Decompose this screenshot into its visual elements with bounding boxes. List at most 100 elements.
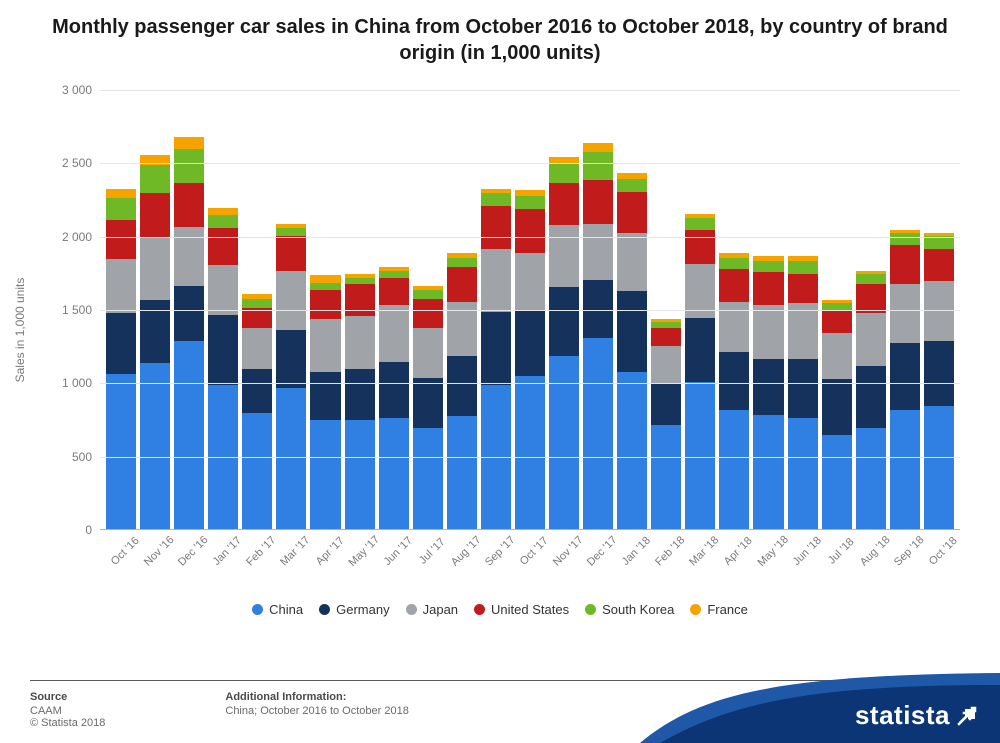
bar-segment <box>379 271 409 278</box>
bar-segment <box>617 372 647 529</box>
bar-segment <box>515 209 545 253</box>
grid-line <box>100 457 960 458</box>
y-tick-label: 2 000 <box>62 230 92 244</box>
x-tick-label: Aug '18 <box>858 534 893 569</box>
brand-logo: statista <box>855 700 978 731</box>
legend-label: China <box>269 602 303 617</box>
bar-segment <box>651 346 681 384</box>
bar-segment <box>447 416 477 529</box>
x-tick-label: Sep '17 <box>483 534 518 569</box>
bar-segment <box>685 318 715 383</box>
bar-segment <box>208 315 238 385</box>
bar-segment <box>106 313 136 373</box>
x-tick-label: Aug '17 <box>449 534 484 569</box>
copyright: © Statista 2018 <box>30 717 105 729</box>
y-axis-label: Sales in 1,000 units <box>13 278 27 383</box>
bar-segment <box>310 372 340 420</box>
x-tick-label: Oct '16 <box>109 535 142 568</box>
bar-segment <box>310 283 340 290</box>
bar-segment <box>242 328 272 369</box>
legend-label: Germany <box>336 602 389 617</box>
bar-segment <box>549 183 579 226</box>
bar-segment <box>447 267 477 302</box>
bar-segment <box>310 319 340 372</box>
bar-segment <box>753 359 783 415</box>
bar-segment <box>174 341 204 529</box>
bar-segment <box>788 261 818 274</box>
additional-label: Additional Information: <box>225 691 408 703</box>
legend-swatch <box>474 604 485 615</box>
bar-segment <box>242 369 272 413</box>
bar-segment <box>856 428 886 529</box>
bar-segment <box>924 406 954 529</box>
bar-segment <box>924 236 954 249</box>
y-tick-label: 3 000 <box>62 83 92 97</box>
bar-segment <box>413 290 443 299</box>
legend: ChinaGermanyJapanUnited StatesSouth Kore… <box>0 602 1000 618</box>
x-tick-label: Apr '18 <box>722 535 755 568</box>
chart-title: Monthly passenger car sales in China fro… <box>0 0 1000 70</box>
legend-swatch <box>585 604 596 615</box>
bar-segment <box>447 258 477 267</box>
bar-segment <box>379 305 409 362</box>
bar-segment <box>617 291 647 372</box>
bar-segment <box>549 225 579 287</box>
bar-segment <box>788 359 818 418</box>
bar-segment <box>208 228 238 265</box>
bar-segment <box>140 193 170 237</box>
bar-segment <box>753 415 783 529</box>
legend-item: Germany <box>319 602 389 617</box>
bar-segment <box>549 287 579 356</box>
bar-segment <box>583 180 613 224</box>
bar-segment <box>515 376 545 529</box>
x-tick-label: Jan '18 <box>620 535 653 568</box>
legend-item: United States <box>474 602 569 617</box>
brand-wave: statista <box>640 663 1000 743</box>
bar-segment <box>924 341 954 406</box>
bar-segment <box>174 137 204 149</box>
source-value: CAAM <box>30 705 105 717</box>
bar-segment <box>617 233 647 292</box>
bar-segment <box>549 356 579 529</box>
bar-segment <box>310 420 340 529</box>
bar-segment <box>276 330 306 389</box>
x-tick-label: Nov '17 <box>551 534 586 569</box>
legend-swatch <box>690 604 701 615</box>
bar-segment <box>753 261 783 273</box>
x-tick-label: Jul '18 <box>826 536 857 567</box>
bar-segment <box>583 152 613 180</box>
bar-segment <box>345 369 375 420</box>
grid-line <box>100 90 960 91</box>
brand-arrow-icon <box>956 705 978 727</box>
bar-segment <box>276 388 306 529</box>
bar-segment <box>379 278 409 304</box>
x-tick-label: Mar '18 <box>688 534 722 568</box>
x-tick-label: Oct '17 <box>518 535 551 568</box>
x-tick-label: May '18 <box>755 533 790 568</box>
bar-segment <box>822 379 852 435</box>
legend-label: United States <box>491 602 569 617</box>
bar-segment <box>515 196 545 209</box>
bar-segment <box>310 290 340 319</box>
x-tick-label: Nov '16 <box>142 534 177 569</box>
y-tick-label: 1 000 <box>62 376 92 390</box>
x-tick-label: Oct '18 <box>927 535 960 568</box>
bar-segment <box>413 299 443 328</box>
bar-segment <box>583 143 613 152</box>
y-tick-label: 0 <box>85 523 92 537</box>
x-tick-label: Jul '17 <box>417 536 448 567</box>
legend-label: France <box>707 602 747 617</box>
bar-segment <box>924 281 954 341</box>
legend-swatch <box>319 604 330 615</box>
bar-segment <box>515 310 545 376</box>
bar-segment <box>310 275 340 282</box>
bar-segment <box>515 253 545 310</box>
bar-segment <box>890 233 920 245</box>
legend-item: South Korea <box>585 602 674 617</box>
bar-segment <box>413 328 443 378</box>
bar-segment <box>413 378 443 428</box>
x-tick-label: Jan '17 <box>211 535 244 568</box>
bar-segment <box>481 206 511 249</box>
additional-value: China; October 2016 to October 2018 <box>225 705 408 717</box>
bar-segment <box>719 352 749 411</box>
